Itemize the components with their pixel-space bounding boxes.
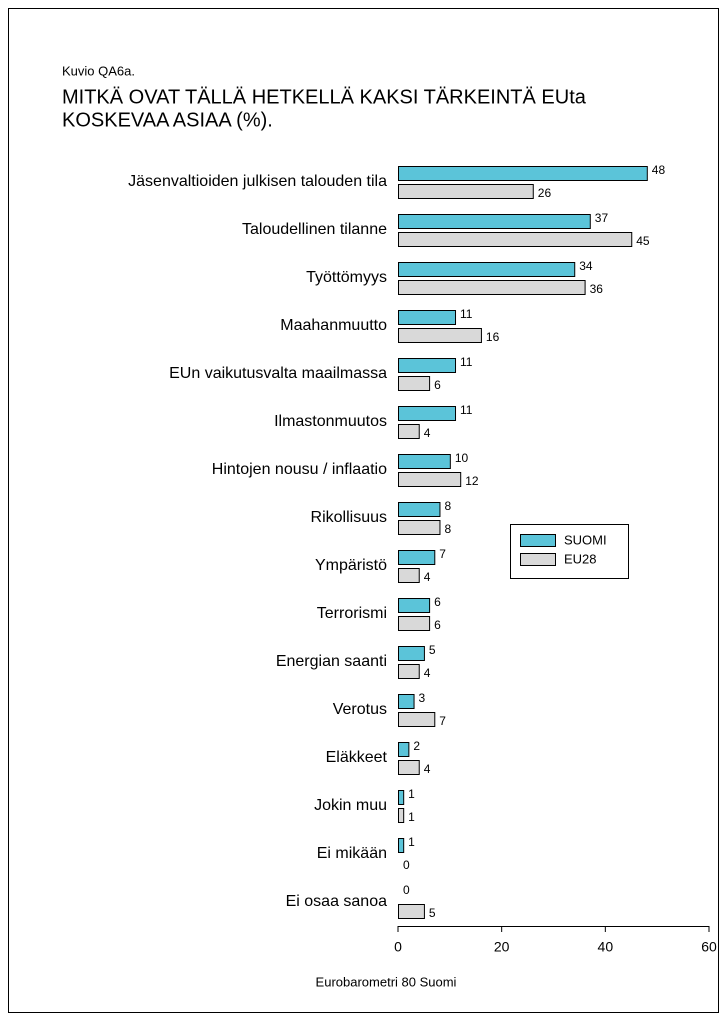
- x-tick-label: 60: [701, 939, 717, 955]
- value-label: 34: [579, 259, 593, 273]
- bar: [398, 742, 410, 757]
- value-label: 11: [460, 355, 473, 369]
- value-label: 48: [652, 163, 666, 177]
- category-label: Ei mikään: [317, 845, 387, 862]
- category-label: Ilmastonmuutos: [274, 413, 387, 430]
- bar: [398, 280, 586, 295]
- bar: [398, 310, 457, 325]
- bar: [398, 760, 420, 775]
- value-label: 3: [419, 691, 426, 705]
- bar: [398, 472, 462, 487]
- bar: [398, 166, 648, 181]
- chart-title: MITKÄ OVAT TÄLLÄ HETKELLÄ KAKSI TÄRKEINT…: [62, 86, 587, 108]
- category-label: Maahanmuutto: [280, 317, 387, 334]
- bar: [398, 520, 441, 535]
- bar: [398, 568, 420, 583]
- value-label: 0: [403, 858, 410, 872]
- bar: [398, 598, 431, 613]
- bar: [398, 550, 436, 565]
- bar: [398, 454, 451, 469]
- category-label: Taloudellinen tilanne: [242, 221, 387, 238]
- chart-title: KOSKEVAA ASIAA (%).: [62, 109, 273, 131]
- value-label: 7: [439, 547, 446, 561]
- category-label: Työttömyys: [306, 269, 387, 286]
- category-label: Terrorismi: [317, 605, 387, 622]
- bar: [398, 376, 431, 391]
- bar: [398, 712, 436, 727]
- value-label: 4: [424, 570, 431, 584]
- x-tick-label: 20: [494, 939, 510, 955]
- value-label: 7: [439, 714, 446, 728]
- bar: [398, 424, 420, 439]
- bar: [398, 904, 425, 919]
- category-label: Energian saanti: [276, 653, 387, 670]
- value-label: 1: [408, 835, 415, 849]
- bar: [398, 664, 420, 679]
- value-label: 36: [590, 282, 604, 296]
- bar: [398, 838, 405, 853]
- value-label: 11: [460, 403, 473, 417]
- value-label: 5: [429, 906, 436, 920]
- value-label: 6: [434, 595, 441, 609]
- value-label: 12: [465, 474, 479, 488]
- value-label: 4: [424, 666, 431, 680]
- bar: [398, 232, 633, 247]
- value-label: 1: [408, 810, 415, 824]
- legend-swatch: [520, 534, 556, 547]
- value-label: 4: [424, 762, 431, 776]
- frame: [8, 8, 719, 1013]
- bar: [398, 694, 415, 709]
- bar: [398, 616, 431, 631]
- value-label: 11: [460, 307, 473, 321]
- bar: [398, 406, 457, 421]
- legend-label: SUOMI: [564, 532, 607, 547]
- legend-swatch: [520, 553, 556, 566]
- category-label: EUn vaikutusvalta maailmassa: [169, 365, 387, 382]
- bar: [398, 328, 482, 343]
- category-label: Eläkkeet: [326, 749, 388, 766]
- legend-box: [510, 524, 629, 579]
- category-label: Ympäristö: [315, 557, 387, 574]
- bar: [398, 808, 405, 823]
- legend-label: EU28: [564, 551, 597, 566]
- x-tick-label: 40: [598, 939, 614, 955]
- category-label: Ei osaa sanoa: [286, 893, 388, 910]
- figure-label: Kuvio QA6a.: [62, 63, 135, 78]
- category-label: Verotus: [333, 701, 387, 718]
- value-label: 45: [636, 234, 650, 248]
- value-label: 26: [538, 186, 552, 200]
- bar: [398, 262, 576, 277]
- value-label: 37: [595, 211, 609, 225]
- value-label: 4: [424, 426, 431, 440]
- bar: [398, 184, 534, 199]
- category-label: Jokin muu: [314, 797, 387, 814]
- value-label: 1: [408, 787, 415, 801]
- value-label: 0: [403, 883, 410, 897]
- value-label: 6: [434, 618, 441, 632]
- bar: [398, 646, 425, 661]
- value-label: 16: [486, 330, 500, 344]
- value-label: 6: [434, 378, 441, 392]
- value-label: 5: [429, 643, 436, 657]
- value-label: 2: [413, 739, 420, 753]
- bar: [398, 790, 405, 805]
- value-label: 10: [455, 451, 469, 465]
- bar: [398, 214, 591, 229]
- x-tick-label: 0: [394, 939, 402, 955]
- category-label: Hintojen nousu / inflaatio: [212, 461, 387, 478]
- category-label: Jäsenvaltioiden julkisen talouden tila: [128, 173, 387, 190]
- source: Eurobarometri 80 Suomi: [316, 974, 457, 989]
- value-label: 8: [444, 522, 451, 536]
- bar: [398, 502, 441, 517]
- bar: [398, 358, 457, 373]
- value-label: 8: [444, 499, 451, 513]
- category-label: Rikollisuus: [311, 509, 387, 526]
